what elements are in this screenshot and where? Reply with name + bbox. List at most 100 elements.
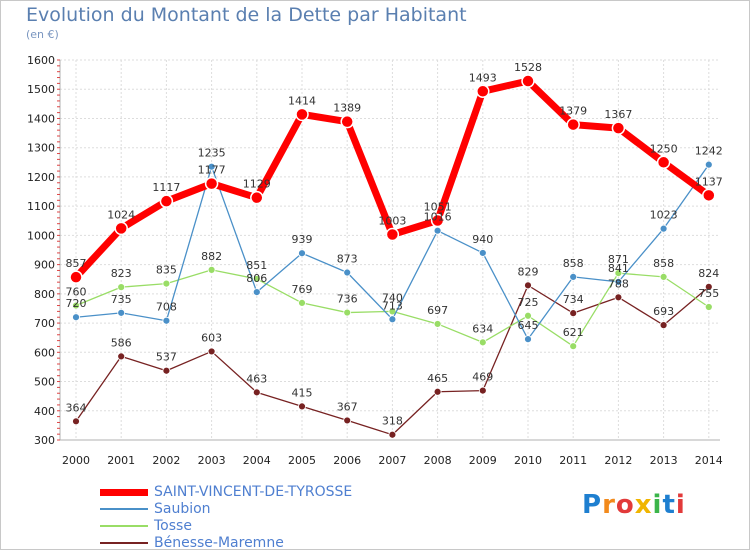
x-tick-label: 2014: [695, 454, 723, 467]
data-point: [343, 416, 352, 425]
data-label: 858: [563, 257, 584, 270]
data-point: [385, 227, 400, 242]
data-point: [162, 316, 171, 325]
data-label: 415: [292, 386, 313, 399]
data-point: [704, 282, 713, 291]
data-label: 1367: [604, 108, 632, 121]
data-point: [114, 221, 128, 236]
data-label: 1129: [243, 178, 271, 191]
data-point: [204, 176, 219, 191]
data-label: 1016: [424, 211, 452, 224]
data-label: 1177: [198, 164, 226, 177]
data-label: 586: [111, 336, 132, 349]
x-tick-label: 2009: [469, 454, 497, 467]
data-point: [388, 315, 397, 324]
data-point: [478, 386, 487, 395]
data-label: 603: [201, 331, 222, 344]
data-point: [298, 402, 306, 411]
y-tick-label: 1100: [27, 200, 55, 213]
logo-letter: i: [652, 490, 663, 520]
data-point: [162, 279, 171, 288]
legend-swatch: [100, 489, 148, 496]
data-point: [478, 249, 487, 257]
legend-swatch: [100, 508, 148, 510]
data-point: [72, 301, 80, 310]
data-label: 1528: [514, 61, 542, 74]
data-label: 788: [608, 277, 629, 290]
plot-area: [60, 60, 720, 440]
x-tick-label: 2007: [378, 454, 406, 467]
data-label: 634: [472, 322, 493, 335]
data-point: [207, 347, 216, 356]
data-label: 760: [66, 286, 87, 299]
data-label: 882: [201, 250, 222, 263]
data-label: 736: [337, 293, 358, 306]
data-point: [298, 299, 306, 307]
data-point: [252, 275, 261, 283]
logo-letter: t: [662, 490, 676, 520]
x-tick-label: 2011: [559, 454, 587, 467]
data-label: 645: [518, 319, 539, 332]
legend-swatch: [100, 525, 148, 527]
data-point: [614, 269, 623, 277]
data-label: 697: [427, 304, 448, 317]
data-label: 469: [472, 371, 493, 384]
y-tick-label: 900: [34, 259, 55, 272]
data-point: [430, 213, 445, 228]
data-point: [72, 417, 80, 426]
data-label: 851: [246, 259, 267, 272]
chart-title: Evolution du Montant de la Dette par Hab…: [26, 4, 467, 26]
proxiti-logo: Proxiti: [582, 490, 686, 520]
y-tick-label: 1000: [27, 229, 55, 242]
data-label: 720: [66, 297, 87, 310]
data-label: 465: [427, 372, 448, 385]
data-label: 713: [382, 299, 403, 312]
data-point: [343, 268, 352, 277]
x-tick-label: 2003: [198, 454, 226, 467]
data-label: 1051: [424, 200, 452, 213]
data-label: 858: [653, 257, 674, 270]
data-label: 873: [337, 253, 358, 266]
y-tick-label: 1400: [27, 112, 55, 125]
data-label: 1137: [695, 175, 723, 188]
data-point: [521, 74, 535, 88]
data-label: 824: [698, 267, 719, 280]
logo-letter: r: [602, 490, 616, 520]
data-point: [162, 366, 171, 375]
data-point: [250, 190, 264, 205]
data-point: [611, 121, 626, 135]
data-label: 1414: [288, 94, 316, 107]
data-label: 364: [66, 401, 87, 414]
data-label: 621: [563, 326, 584, 339]
data-label: 755: [698, 287, 719, 300]
data-point: [298, 249, 306, 258]
x-tick-label: 2008: [424, 454, 452, 467]
data-label: 537: [156, 351, 177, 364]
data-label: 463: [246, 372, 267, 385]
y-tick-label: 800: [34, 288, 55, 301]
data-point: [69, 270, 83, 284]
data-label: 769: [292, 283, 313, 296]
data-label: 1117: [152, 181, 180, 194]
x-tick-label: 2000: [62, 454, 90, 467]
data-label: 735: [111, 293, 132, 306]
x-tick-label: 2013: [650, 454, 678, 467]
y-tick-label: 400: [34, 405, 55, 418]
data-point: [252, 388, 261, 397]
data-label: 940: [472, 233, 493, 246]
data-label: 318: [382, 415, 403, 428]
x-tick-label: 2010: [514, 454, 542, 467]
data-point: [433, 387, 442, 396]
data-point: [72, 313, 80, 322]
data-point: [207, 162, 216, 171]
data-point: [656, 155, 671, 170]
data-label: 693: [653, 305, 674, 318]
data-label: 835: [156, 264, 177, 277]
x-tick-label: 2012: [604, 454, 632, 467]
data-label: 1024: [107, 208, 135, 221]
x-tick-label: 2005: [288, 454, 316, 467]
logo-letter: x: [634, 490, 653, 520]
data-point: [476, 84, 490, 99]
data-point: [702, 188, 716, 203]
data-label: 806: [246, 272, 267, 285]
